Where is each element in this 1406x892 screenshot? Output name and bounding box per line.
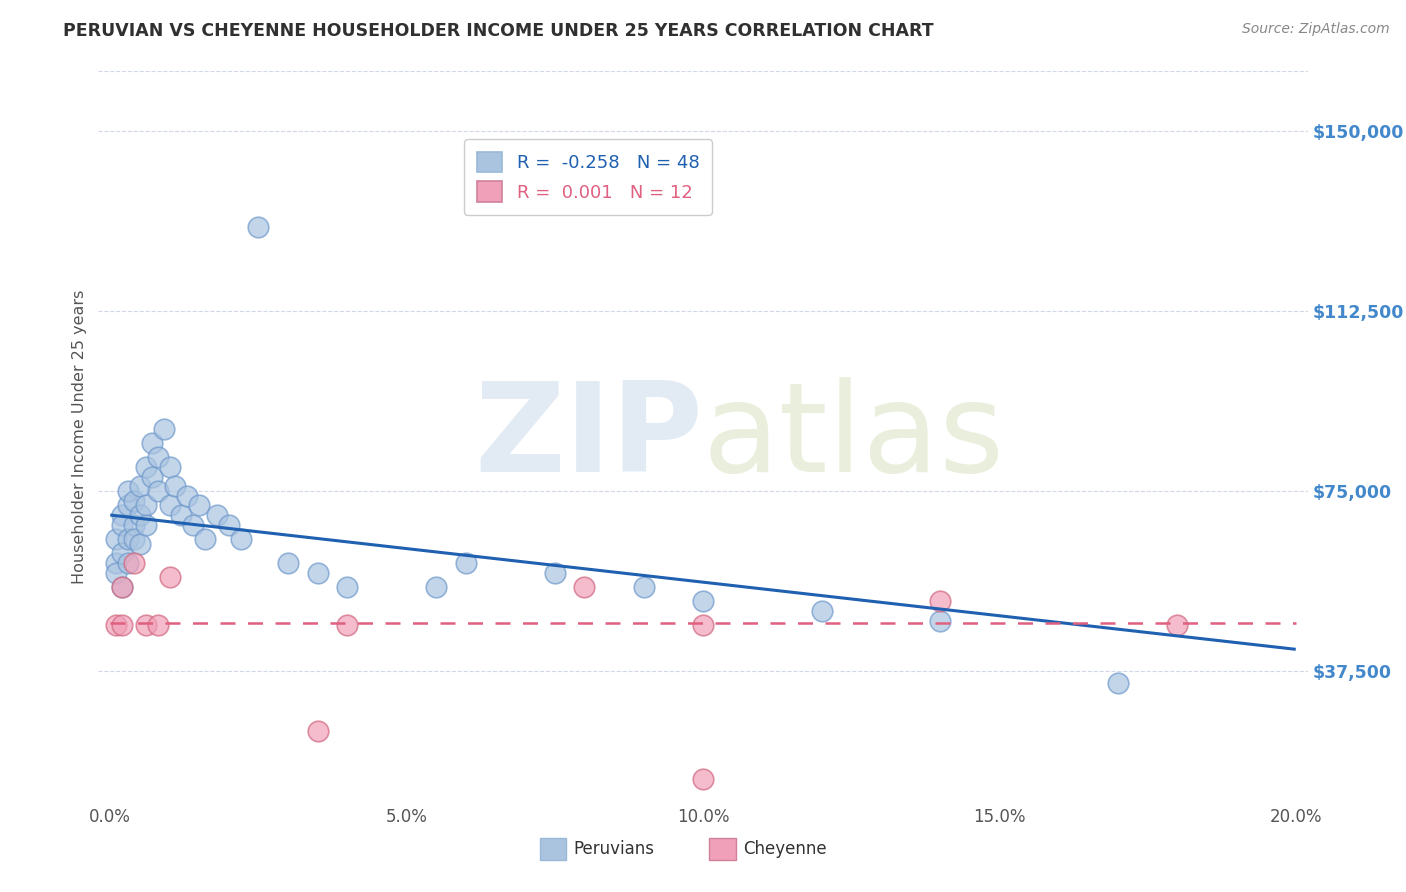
Point xyxy=(929,614,952,628)
Point xyxy=(692,618,714,632)
Point xyxy=(117,483,139,498)
Point xyxy=(105,556,128,570)
Point xyxy=(129,537,152,551)
Point xyxy=(111,546,134,560)
Point xyxy=(141,469,163,483)
Point xyxy=(111,580,134,594)
Point xyxy=(129,508,152,522)
Point xyxy=(574,580,596,594)
Point xyxy=(135,618,157,632)
Point xyxy=(117,532,139,546)
Text: PERUVIAN VS CHEYENNE HOUSEHOLDER INCOME UNDER 25 YEARS CORRELATION CHART: PERUVIAN VS CHEYENNE HOUSEHOLDER INCOME … xyxy=(63,22,934,40)
Point xyxy=(135,517,157,532)
Point xyxy=(135,460,157,475)
Point xyxy=(111,517,134,532)
Point xyxy=(194,532,217,546)
Text: Peruvians: Peruvians xyxy=(574,840,655,858)
Point xyxy=(129,479,152,493)
Point xyxy=(122,556,145,570)
Point xyxy=(336,618,359,632)
Point xyxy=(218,517,240,532)
Point xyxy=(141,436,163,450)
Point xyxy=(105,532,128,546)
Point xyxy=(176,489,198,503)
Point xyxy=(307,723,329,738)
Point xyxy=(146,450,169,465)
Point xyxy=(117,499,139,513)
Point xyxy=(111,618,134,632)
Point xyxy=(425,580,447,594)
Point xyxy=(277,556,299,570)
Point xyxy=(454,556,477,570)
Point xyxy=(146,483,169,498)
Point xyxy=(188,499,211,513)
Point xyxy=(1107,676,1129,690)
Point xyxy=(117,556,139,570)
Point xyxy=(205,508,228,522)
Text: Cheyenne: Cheyenne xyxy=(742,840,827,858)
Point xyxy=(159,570,181,584)
Point xyxy=(165,479,187,493)
Point xyxy=(122,517,145,532)
Point xyxy=(122,493,145,508)
Point xyxy=(544,566,567,580)
Point xyxy=(810,604,832,618)
Point xyxy=(307,566,329,580)
Point xyxy=(692,772,714,786)
Point xyxy=(159,460,181,475)
Point xyxy=(135,499,157,513)
Point xyxy=(1166,618,1188,632)
Point xyxy=(122,532,145,546)
Point xyxy=(105,618,128,632)
Point xyxy=(692,594,714,608)
Legend: R =  -0.258   N = 48, R =  0.001   N = 12: R = -0.258 N = 48, R = 0.001 N = 12 xyxy=(464,139,711,215)
Point xyxy=(170,508,193,522)
Point xyxy=(929,594,952,608)
Point xyxy=(229,532,252,546)
Point xyxy=(633,580,655,594)
FancyBboxPatch shape xyxy=(709,838,735,860)
Text: Source: ZipAtlas.com: Source: ZipAtlas.com xyxy=(1241,22,1389,37)
Point xyxy=(111,580,134,594)
FancyBboxPatch shape xyxy=(540,838,567,860)
Point xyxy=(336,580,359,594)
Point xyxy=(152,422,174,436)
Point xyxy=(111,508,134,522)
Point xyxy=(159,499,181,513)
Point xyxy=(146,618,169,632)
Text: ZIP: ZIP xyxy=(474,376,703,498)
Point xyxy=(105,566,128,580)
Point xyxy=(247,220,270,235)
Point xyxy=(181,517,204,532)
Text: atlas: atlas xyxy=(703,376,1005,498)
Y-axis label: Householder Income Under 25 years: Householder Income Under 25 years xyxy=(72,290,87,584)
